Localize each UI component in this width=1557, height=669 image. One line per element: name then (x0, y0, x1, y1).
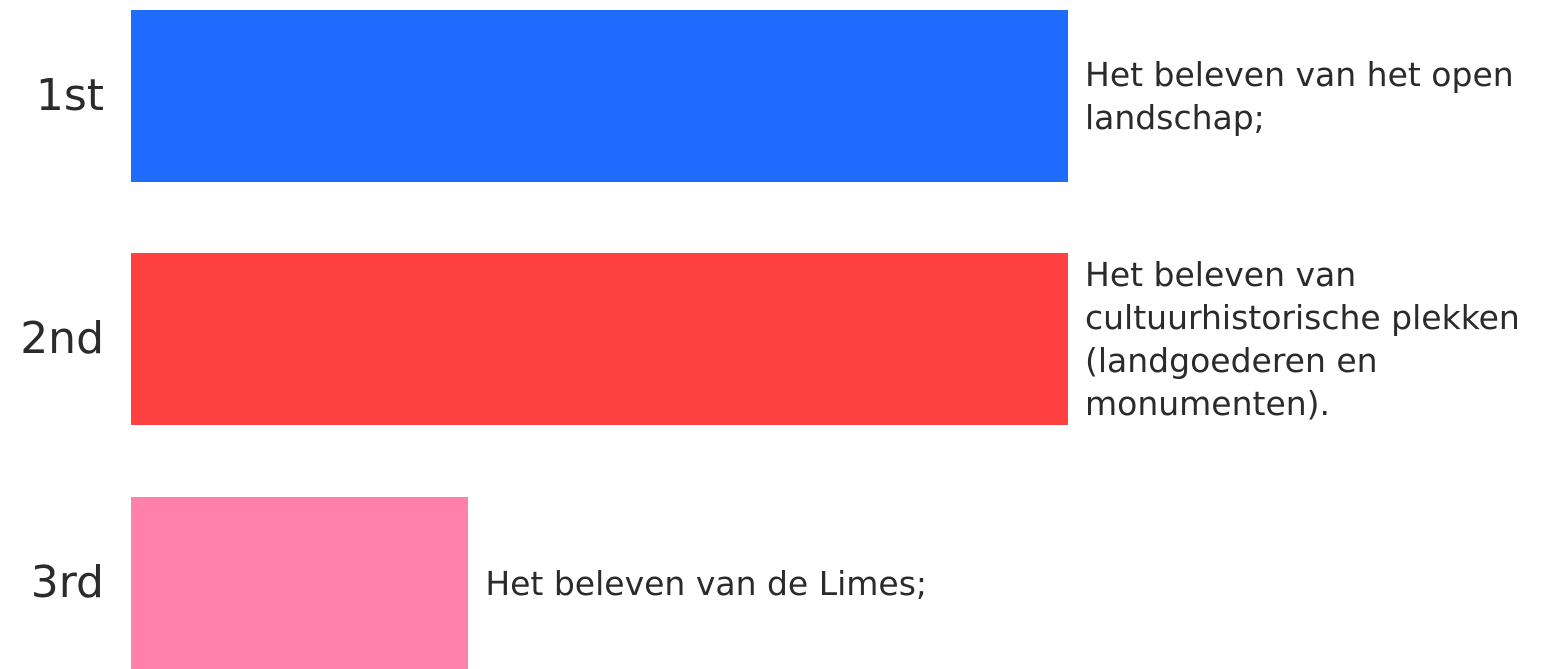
bar-label-2: Het beleven van cultuurhistorische plekk… (1085, 255, 1520, 423)
bar-label-3: Het beleven van de Limes; (485, 563, 928, 603)
rank-label-3: 3rd (30, 557, 104, 608)
rank-label-2: 2nd (20, 313, 104, 364)
bar-label-1: Het beleven van het open landschap; (1085, 55, 1514, 137)
bar-3 (131, 497, 469, 669)
bar-2 (131, 253, 1068, 425)
bar-1 (131, 10, 1068, 182)
rank-label-1: 1st (35, 70, 104, 121)
